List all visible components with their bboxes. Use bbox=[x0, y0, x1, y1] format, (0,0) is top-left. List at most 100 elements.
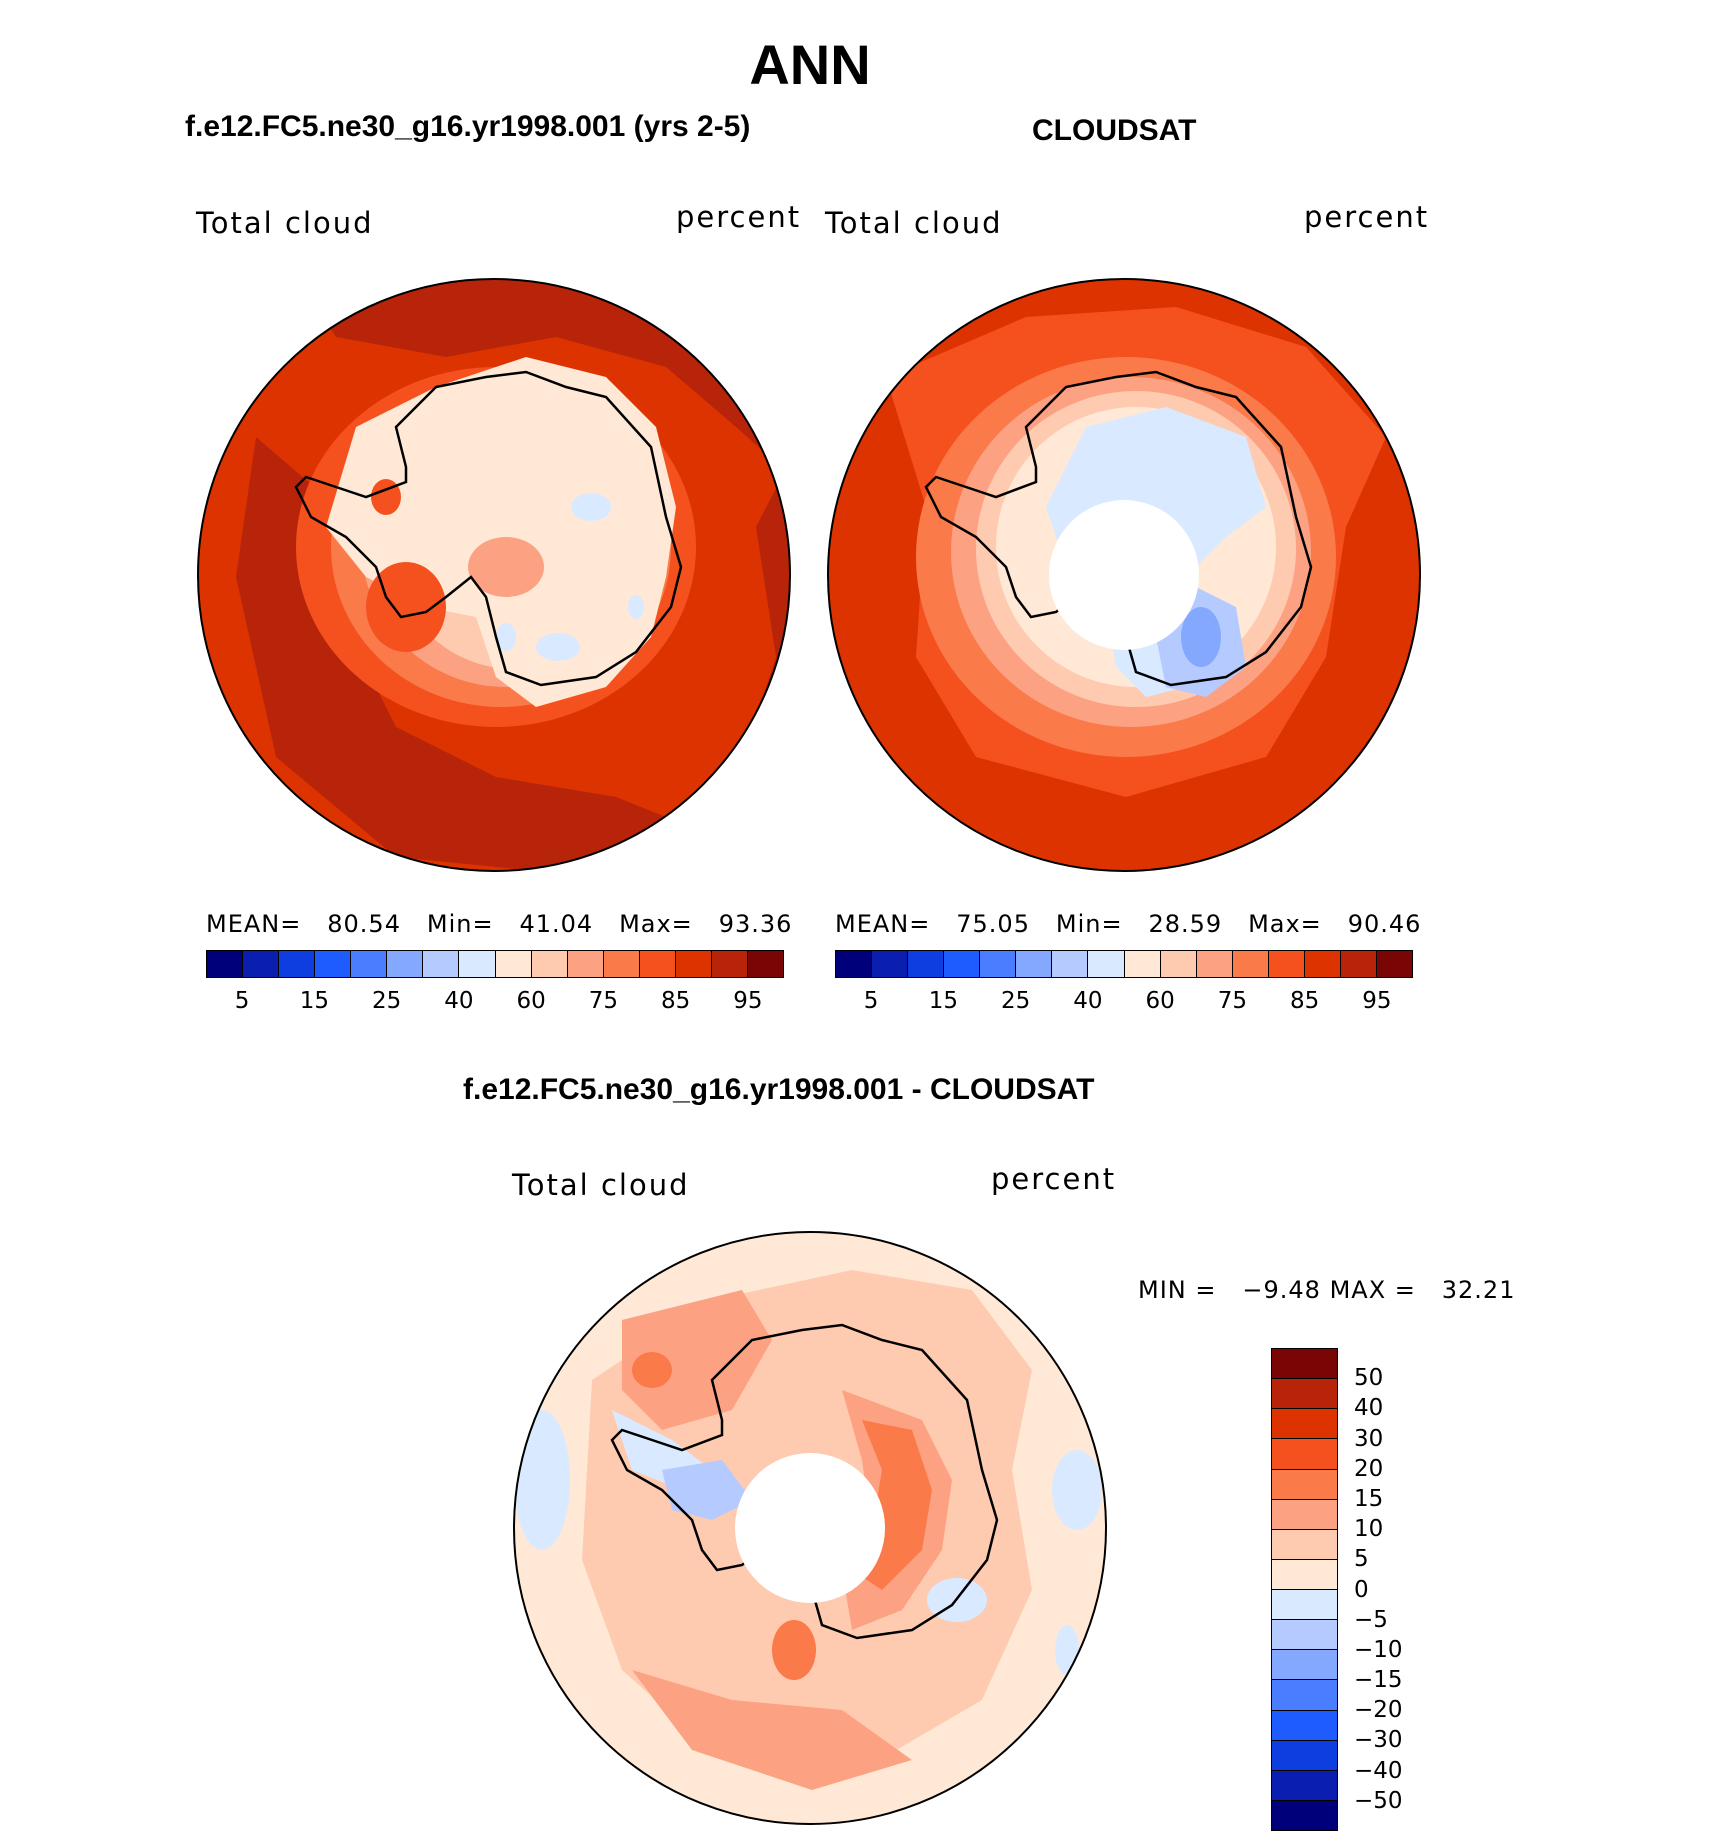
cloudsat-colorbar-swatch bbox=[1376, 951, 1412, 977]
difference-colorbar-swatch bbox=[1272, 1499, 1337, 1530]
model-colorbar-swatch bbox=[315, 951, 352, 977]
difference-colorbar-tick-label: −5 bbox=[1354, 1606, 1388, 1633]
model-mean-value: 80.54 bbox=[327, 910, 401, 938]
difference-colorbar bbox=[1271, 1348, 1338, 1831]
model-mean-label: MEAN= bbox=[206, 910, 302, 938]
panel-model-right-label: percent bbox=[676, 200, 802, 234]
cloudsat-colorbar-swatch bbox=[944, 951, 981, 977]
cloudsat-mean-label: MEAN= bbox=[835, 910, 931, 938]
difference-colorbar-tick-label: 40 bbox=[1354, 1395, 1384, 1422]
model-colorbar-swatch bbox=[459, 951, 496, 977]
model-colorbar-tick-label: 85 bbox=[660, 988, 691, 1014]
difference-colorbar-swatch bbox=[1272, 1800, 1337, 1830]
main-title: ANN bbox=[749, 33, 871, 96]
panel-obs-left-label: Total cloud bbox=[825, 206, 1003, 240]
cloudsat-colorbar-swatch bbox=[980, 951, 1017, 977]
cloudsat-colorbar-swatch bbox=[1016, 951, 1053, 977]
difference-colorbar-tick-label: 0 bbox=[1354, 1576, 1369, 1603]
cloudsat-colorbar-swatch bbox=[908, 951, 945, 977]
cloudsat-colorbar-tick-label: 95 bbox=[1362, 988, 1392, 1014]
cloudsat-min-value: 28.59 bbox=[1148, 910, 1223, 938]
cloudsat-cloud-map bbox=[827, 278, 1421, 872]
difference-colorbar-swatch bbox=[1272, 1620, 1337, 1651]
difference-min-value: −9.48 bbox=[1242, 1276, 1321, 1304]
cloudsat-colorbar-tick-label: 25 bbox=[1000, 988, 1031, 1014]
difference-colorbar-swatch bbox=[1272, 1529, 1337, 1560]
difference-cloud-map bbox=[513, 1231, 1107, 1825]
difference-colorbar-tick-label: −50 bbox=[1354, 1787, 1403, 1814]
model-colorbar-swatch bbox=[279, 951, 316, 977]
cloudsat-max-label: Max= bbox=[1248, 910, 1322, 938]
difference-colorbar-swatch bbox=[1272, 1740, 1337, 1771]
model-max-value: 93.36 bbox=[718, 910, 793, 938]
cloudsat-colorbar-swatch bbox=[1268, 951, 1305, 977]
cloudsat-max-value: 90.46 bbox=[1347, 910, 1422, 938]
difference-max-label: MAX = bbox=[1329, 1276, 1416, 1304]
model-colorbar-swatch bbox=[387, 951, 424, 977]
difference-colorbar-tick-label: −20 bbox=[1354, 1697, 1403, 1724]
difference-colorbar-swatch bbox=[1272, 1770, 1337, 1801]
difference-colorbar-swatch bbox=[1272, 1409, 1337, 1440]
model-colorbar-swatch bbox=[243, 951, 280, 977]
difference-colorbar-swatch bbox=[1272, 1650, 1337, 1681]
model-colorbar-swatch bbox=[639, 951, 676, 977]
difference-colorbar-tick-label: 30 bbox=[1354, 1425, 1384, 1452]
difference-colorbar-swatch bbox=[1272, 1559, 1337, 1590]
model-colorbar-swatch bbox=[603, 951, 640, 977]
cloudsat-colorbar-swatch bbox=[1160, 951, 1197, 977]
model-min-label: Min= bbox=[426, 910, 494, 938]
difference-colorbar-swatch bbox=[1272, 1439, 1337, 1470]
model-colorbar-ticks: 5 15 25 40 60 75 85 95 bbox=[206, 988, 784, 1018]
model-colorbar-swatch bbox=[351, 951, 388, 977]
cloudsat-colorbar-swatch bbox=[1232, 951, 1269, 977]
difference-max-value: 32.21 bbox=[1441, 1276, 1516, 1304]
model-colorbar-tick-label: 95 bbox=[733, 988, 763, 1014]
cloudsat-colorbar-swatch bbox=[1340, 951, 1377, 977]
cloudsat-colorbar-swatch bbox=[836, 951, 873, 977]
cloudsat-stats: MEAN= 75.05 Min= 28.59 Max= 90.46 bbox=[835, 910, 1421, 938]
difference-colorbar-swatch bbox=[1272, 1349, 1337, 1380]
model-colorbar-tick-label: 40 bbox=[444, 988, 474, 1014]
difference-colorbar-tick-label: 5 bbox=[1354, 1546, 1369, 1573]
difference-colorbar-swatch bbox=[1272, 1680, 1337, 1711]
difference-colorbar-tick-label: −30 bbox=[1354, 1727, 1403, 1754]
panel-model-left-label: Total cloud bbox=[196, 206, 374, 240]
model-stats: MEAN= 80.54 Min= 41.04 Max= 93.36 bbox=[206, 910, 792, 938]
cloudsat-colorbar-swatch bbox=[1304, 951, 1341, 977]
difference-colorbar-tick-label: −10 bbox=[1354, 1636, 1403, 1663]
difference-left-label: Total cloud bbox=[512, 1168, 690, 1202]
model-colorbar-tick-label: 60 bbox=[516, 988, 546, 1014]
cloudsat-mean-value: 75.05 bbox=[956, 910, 1030, 938]
model-colorbar-swatch bbox=[531, 951, 568, 977]
difference-colorbar-swatch bbox=[1272, 1590, 1337, 1621]
model-colorbar bbox=[206, 950, 784, 978]
model-colorbar-tick-label: 25 bbox=[371, 988, 402, 1014]
model-colorbar-tick-label: 15 bbox=[299, 988, 330, 1014]
cloudsat-colorbar-ticks: 5 15 25 40 60 75 85 95 bbox=[835, 988, 1413, 1018]
cloudsat-colorbar-tick-label: 85 bbox=[1289, 988, 1320, 1014]
cloudsat-min-label: Min= bbox=[1055, 910, 1123, 938]
cloudsat-colorbar-swatch bbox=[1088, 951, 1125, 977]
model-colorbar-swatch bbox=[423, 951, 460, 977]
difference-title: f.e12.FC5.ne30_g16.yr1998.001 - CLOUDSAT bbox=[463, 1073, 1095, 1106]
difference-colorbar-swatch bbox=[1272, 1469, 1337, 1500]
difference-right-label: percent bbox=[991, 1162, 1117, 1196]
difference-colorbar-tick-label: −15 bbox=[1354, 1667, 1403, 1694]
cloudsat-colorbar-swatch bbox=[872, 951, 909, 977]
model-colorbar-tick-label: 75 bbox=[588, 988, 619, 1014]
model-colorbar-swatch bbox=[675, 951, 712, 977]
difference-colorbar-tick-label: 50 bbox=[1354, 1365, 1384, 1392]
cloudsat-colorbar-tick-label: 60 bbox=[1145, 988, 1175, 1014]
cloudsat-colorbar-tick-label: 15 bbox=[928, 988, 959, 1014]
difference-min-label: MIN = bbox=[1138, 1276, 1217, 1304]
panel-obs-right-label: percent bbox=[1304, 200, 1430, 234]
model-colorbar-swatch bbox=[711, 951, 748, 977]
panel-obs-title: CLOUDSAT bbox=[1032, 114, 1197, 147]
cloudsat-colorbar-tick-label: 40 bbox=[1073, 988, 1103, 1014]
difference-colorbar-swatch bbox=[1272, 1710, 1337, 1741]
model-cloud-map bbox=[197, 278, 791, 872]
difference-colorbar-tick-label: −40 bbox=[1354, 1757, 1403, 1784]
panel-model-title: f.e12.FC5.ne30_g16.yr1998.001 (yrs 2-5) bbox=[185, 110, 751, 143]
cloudsat-colorbar-swatch bbox=[1196, 951, 1233, 977]
cloudsat-colorbar-swatch bbox=[1052, 951, 1089, 977]
